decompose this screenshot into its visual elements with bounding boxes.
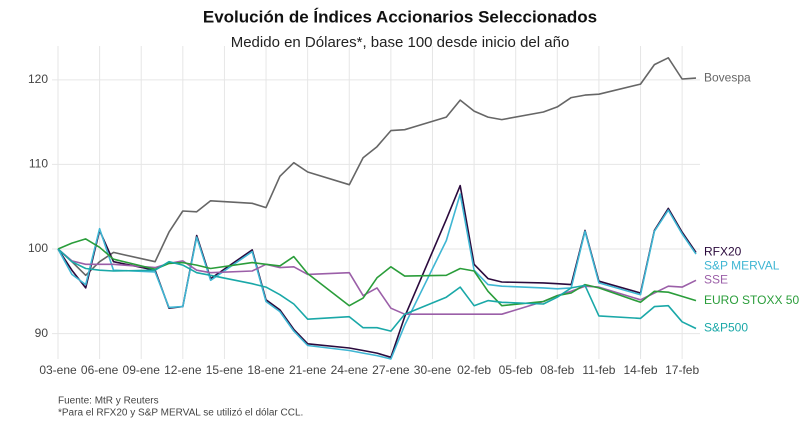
x-tick-label: 06-ene bbox=[81, 363, 119, 377]
y-tick-label: 90 bbox=[35, 326, 49, 340]
series-label: SSE bbox=[704, 273, 728, 287]
x-tick-label: 24-ene bbox=[331, 363, 369, 377]
series-line bbox=[57, 193, 697, 360]
x-tick-label: 18-ene bbox=[247, 363, 285, 377]
x-tick-label: 09-ene bbox=[123, 363, 161, 377]
series-label: S&P MERVAL bbox=[704, 259, 780, 273]
x-tick-label: 14-feb bbox=[624, 363, 658, 377]
x-tick-label: 27-ene bbox=[372, 363, 410, 377]
x-tick-label: 08-feb bbox=[540, 363, 574, 377]
chart-subtitle: Medido en Dólares*, base 100 desde inici… bbox=[231, 34, 570, 51]
x-tick-label: 03-ene bbox=[39, 363, 77, 377]
x-tick-label: 12-ene bbox=[164, 363, 202, 377]
series-line bbox=[57, 248, 697, 332]
series-label: EURO STOXX 50 bbox=[704, 293, 799, 307]
chart-title: Evolución de Índices Accionarios Selecci… bbox=[203, 7, 597, 26]
series-label: Bovespa bbox=[704, 70, 751, 84]
x-tick-label: 05-feb bbox=[499, 363, 533, 377]
series-label: S&P500 bbox=[704, 321, 748, 335]
x-tick-label: 21-ene bbox=[289, 363, 327, 377]
y-tick-label: 110 bbox=[29, 157, 48, 171]
x-tick-label: 11-feb bbox=[582, 363, 615, 377]
footnote: *Para el RFX20 y S&P MERVAL se utilizó e… bbox=[58, 408, 303, 419]
x-tick-label: 30-ene bbox=[414, 363, 452, 377]
y-tick-label: 120 bbox=[28, 72, 48, 86]
x-tick-label: 17-feb bbox=[665, 363, 699, 377]
x-tick-label: 02-feb bbox=[457, 363, 491, 377]
y-tick-label: 100 bbox=[28, 241, 48, 255]
source-note: Fuente: MtR y Reuters bbox=[58, 396, 159, 407]
series-label: RFX20 bbox=[704, 245, 742, 259]
x-tick-label: 15-ene bbox=[206, 363, 244, 377]
series-line bbox=[57, 57, 697, 277]
